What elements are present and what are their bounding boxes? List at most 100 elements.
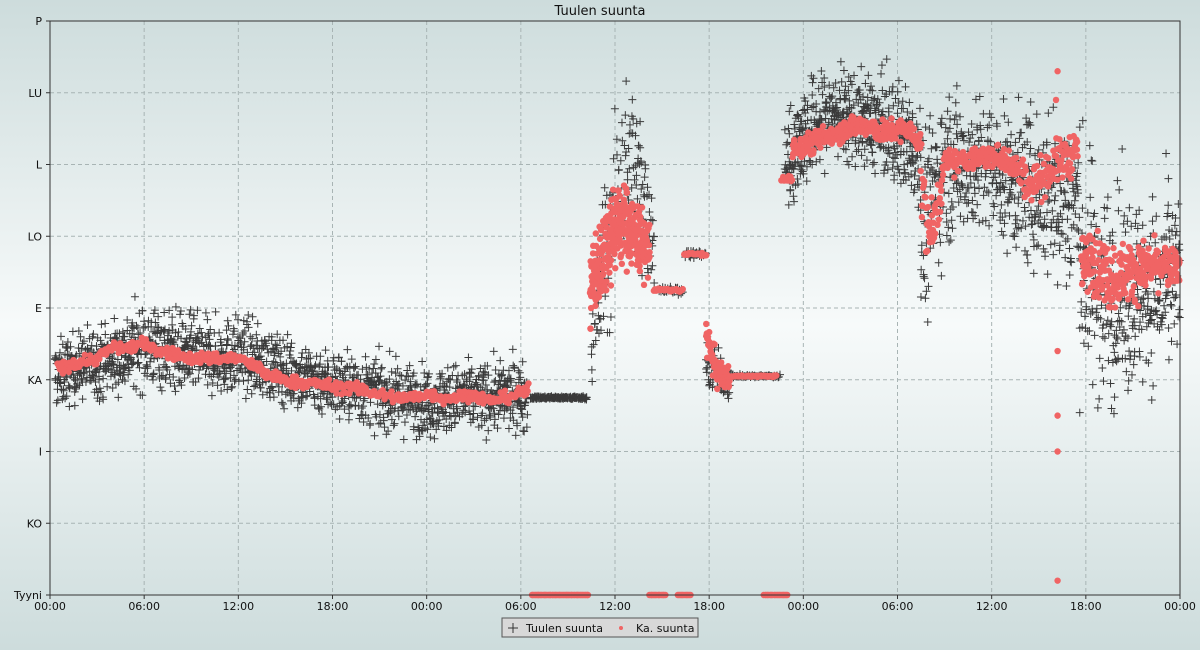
point-plus <box>230 371 239 380</box>
point-plus <box>183 340 192 349</box>
point-plus <box>453 408 462 417</box>
point-plus <box>115 329 124 338</box>
point-plus <box>990 202 999 211</box>
point-plus <box>469 401 478 410</box>
point-plus <box>306 362 315 371</box>
point-plus <box>423 379 432 388</box>
point-plus <box>812 100 821 109</box>
point-plus <box>828 92 837 101</box>
point-plus <box>118 327 127 336</box>
point-plus <box>629 163 638 172</box>
point-plus <box>866 101 875 110</box>
point-plus <box>637 184 646 193</box>
point-plus <box>444 375 453 384</box>
point-plus <box>61 394 70 403</box>
point-plus <box>382 381 391 390</box>
point-plus <box>377 364 386 373</box>
point-plus <box>83 344 92 353</box>
point-plus <box>262 339 271 348</box>
point-plus <box>785 107 794 116</box>
point-plus <box>991 173 1000 182</box>
point-plus <box>851 162 860 171</box>
point-plus <box>132 384 141 393</box>
point-plus <box>81 377 90 386</box>
point-plus <box>175 376 184 385</box>
point-plus <box>483 385 492 394</box>
point-plus <box>338 398 347 407</box>
point-plus <box>1006 188 1015 197</box>
point-plus <box>260 337 269 346</box>
point-plus <box>889 101 898 110</box>
point-plus <box>197 338 206 347</box>
point-plus <box>1007 190 1016 199</box>
point-plus <box>859 92 868 101</box>
point-plus <box>908 147 917 156</box>
point-plus <box>128 323 137 332</box>
point-plus <box>950 115 959 124</box>
point-plus <box>1023 258 1032 267</box>
point-plus <box>1015 134 1024 143</box>
point-plus <box>108 354 117 363</box>
point-plus <box>934 258 943 267</box>
point-plus <box>867 141 876 150</box>
point-plus <box>921 123 930 132</box>
point-plus <box>359 417 368 426</box>
point-plus <box>1048 206 1057 215</box>
point-plus <box>998 213 1007 222</box>
point-dot <box>607 282 615 289</box>
point-plus <box>262 357 271 366</box>
point-dot <box>96 355 103 363</box>
point-plus <box>944 127 953 136</box>
point-plus <box>814 84 823 93</box>
point-plus <box>924 282 933 291</box>
point-plus <box>336 369 345 378</box>
point-plus <box>436 374 445 383</box>
point-plus <box>203 315 212 324</box>
point-plus <box>785 129 794 138</box>
point-plus <box>53 396 62 405</box>
point-dot <box>596 235 604 243</box>
point-plus <box>1029 269 1038 278</box>
point-plus <box>316 394 325 403</box>
point-plus <box>616 156 625 165</box>
point-plus <box>248 312 257 321</box>
point-plus <box>374 419 383 428</box>
point-plus <box>418 357 427 366</box>
point-plus <box>894 76 903 85</box>
point-plus <box>435 415 444 424</box>
point-plus <box>589 340 598 349</box>
point-plus <box>973 200 982 209</box>
point-plus <box>358 365 367 374</box>
point-plus <box>588 377 597 386</box>
point-plus <box>908 113 917 122</box>
point-plus <box>942 217 951 226</box>
point-plus <box>120 332 129 341</box>
point-plus <box>816 107 825 116</box>
point-plus <box>359 402 368 411</box>
point-plus <box>297 399 306 408</box>
point-plus <box>640 173 649 182</box>
point-plus <box>1040 215 1049 224</box>
point-plus <box>910 171 919 180</box>
point-plus <box>985 221 994 230</box>
point-plus <box>903 108 912 117</box>
point-plus <box>959 217 968 226</box>
point-plus <box>820 73 829 82</box>
point-plus <box>793 179 802 188</box>
point-plus <box>912 120 921 129</box>
point-plus <box>949 140 958 149</box>
point-plus <box>243 348 252 357</box>
point-plus <box>860 145 869 154</box>
point-plus <box>297 353 306 362</box>
point-plus <box>838 108 847 117</box>
point-plus <box>55 348 64 357</box>
point-dot <box>612 264 619 272</box>
point-plus <box>957 179 966 188</box>
point-dot <box>603 287 610 294</box>
point-plus <box>520 427 529 436</box>
point-plus <box>415 432 424 441</box>
point-plus <box>702 364 711 373</box>
point-plus <box>92 385 101 394</box>
point-plus <box>340 394 349 403</box>
point-plus <box>1046 240 1055 249</box>
